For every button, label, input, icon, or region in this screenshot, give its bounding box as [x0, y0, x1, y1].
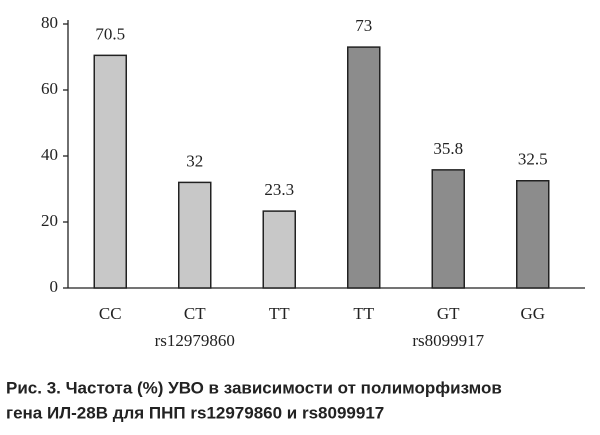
x-tick-label: CT: [184, 304, 206, 323]
x-tick-label: TT: [353, 304, 374, 323]
caption-line: Рис. 3. Частота (%) УВО в зависимости от…: [6, 378, 502, 397]
x-tick-label: TT: [269, 304, 290, 323]
bar: [347, 46, 381, 289]
y-tick-label: 0: [50, 277, 59, 296]
x-tick-label: CC: [99, 304, 122, 323]
bar: [516, 180, 550, 289]
y-tick-label: 20: [41, 211, 58, 230]
value-label: 32: [186, 151, 203, 170]
value-label: 32.5: [518, 150, 548, 169]
group-label: rs12979860: [155, 331, 235, 350]
x-tick-label: GG: [520, 304, 545, 323]
y-tick-label: 40: [41, 145, 58, 164]
y-tick-label: 60: [41, 79, 58, 98]
value-label: 35.8: [433, 139, 463, 158]
value-label: 23.3: [264, 180, 294, 199]
bar: [431, 169, 465, 289]
y-tick-label: 80: [41, 13, 58, 32]
x-tick-label: GT: [437, 304, 460, 323]
value-label: 73: [355, 16, 372, 35]
group-label: rs8099917: [412, 331, 484, 350]
bar: [93, 54, 127, 289]
value-label: 70.5: [95, 24, 125, 43]
bar: [178, 181, 212, 289]
bar: [262, 210, 296, 289]
caption-line: гена ИЛ-28В для ПНП rs12979860 и rs80999…: [6, 403, 384, 422]
